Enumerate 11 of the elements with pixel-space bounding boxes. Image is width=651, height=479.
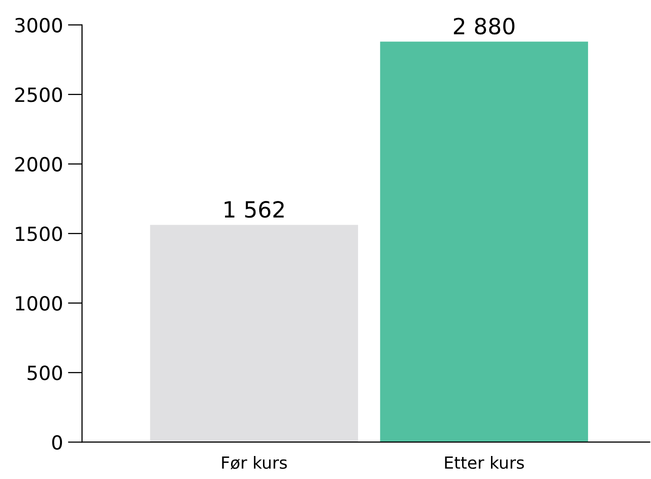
data-label: 1 562	[224, 201, 284, 218]
y-tick-label: 500	[28, 366, 62, 380]
x-tick-label: Før kurs	[222, 456, 287, 470]
y-tick-label: 3000	[15, 18, 62, 33]
y-tick-label: 2000	[15, 156, 62, 172]
y-tick-label: 1500	[16, 226, 62, 242]
y-tick-label: 2500	[15, 87, 62, 102]
data-label: 2 880	[454, 18, 514, 35]
y-tick-label: 0	[52, 435, 62, 450]
y-tick-label: 1000	[16, 296, 62, 311]
x-tick-label: Etter kurs	[445, 456, 524, 469]
